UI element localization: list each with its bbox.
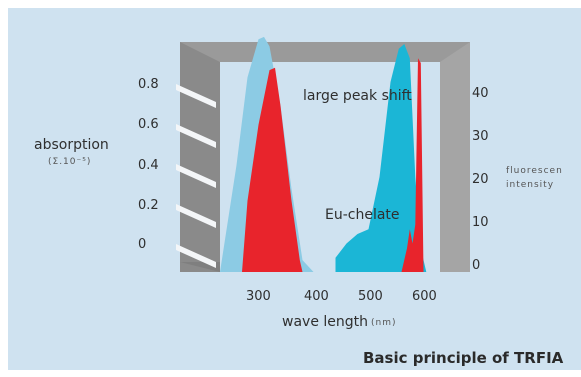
- left-tick-slat-4: [176, 244, 216, 268]
- left-tick-2: 0.4: [138, 158, 159, 173]
- left-tick-4: 0: [138, 237, 147, 252]
- annotation-large-peak-shift: large peak shift: [303, 88, 412, 104]
- left-axis-label: absorption: [34, 137, 109, 153]
- right-tick-2: 20: [472, 172, 489, 187]
- left-tick-slat-1: [176, 124, 216, 148]
- right-axis-label-line1: fluorescen: [506, 166, 563, 176]
- right-tick-4: 0: [472, 258, 481, 273]
- chart-title: Basic principle of TRFIA: [363, 349, 564, 367]
- left-tick-1: 0.6: [138, 117, 159, 132]
- frame-left-wall: [180, 42, 220, 272]
- series-1-area: [242, 67, 303, 272]
- left-tick-slat-0: [176, 84, 216, 108]
- frame-right-wall: [440, 42, 470, 272]
- right-tick-0: 40: [472, 86, 489, 101]
- annotation-eu-chelate: Eu-chelate: [325, 207, 400, 223]
- left-tick-slat-3: [176, 204, 216, 228]
- series-layer: [220, 36, 427, 273]
- left-tick-slat-2: [176, 164, 216, 188]
- tick-layer: [176, 84, 216, 268]
- right-tick-3: 10: [472, 215, 489, 230]
- series-2-area: [335, 44, 427, 272]
- left-tick-0: 0.8: [138, 77, 159, 92]
- series-3-area: [401, 58, 424, 272]
- right-tick-1: 30: [472, 129, 489, 144]
- x-tick-0: 300: [246, 289, 271, 304]
- x-tick-1: 400: [304, 289, 329, 304]
- left-tick-3: 0.2: [138, 198, 159, 213]
- right-axis-label-line2: intensity: [506, 180, 555, 190]
- x-axis-label: wave length: [282, 314, 369, 330]
- x-axis-unit: (nm): [371, 318, 397, 328]
- x-tick-3: 600: [412, 289, 437, 304]
- x-tick-2: 500: [358, 289, 383, 304]
- left-axis-unit: (Σ.10⁻⁵): [48, 157, 92, 167]
